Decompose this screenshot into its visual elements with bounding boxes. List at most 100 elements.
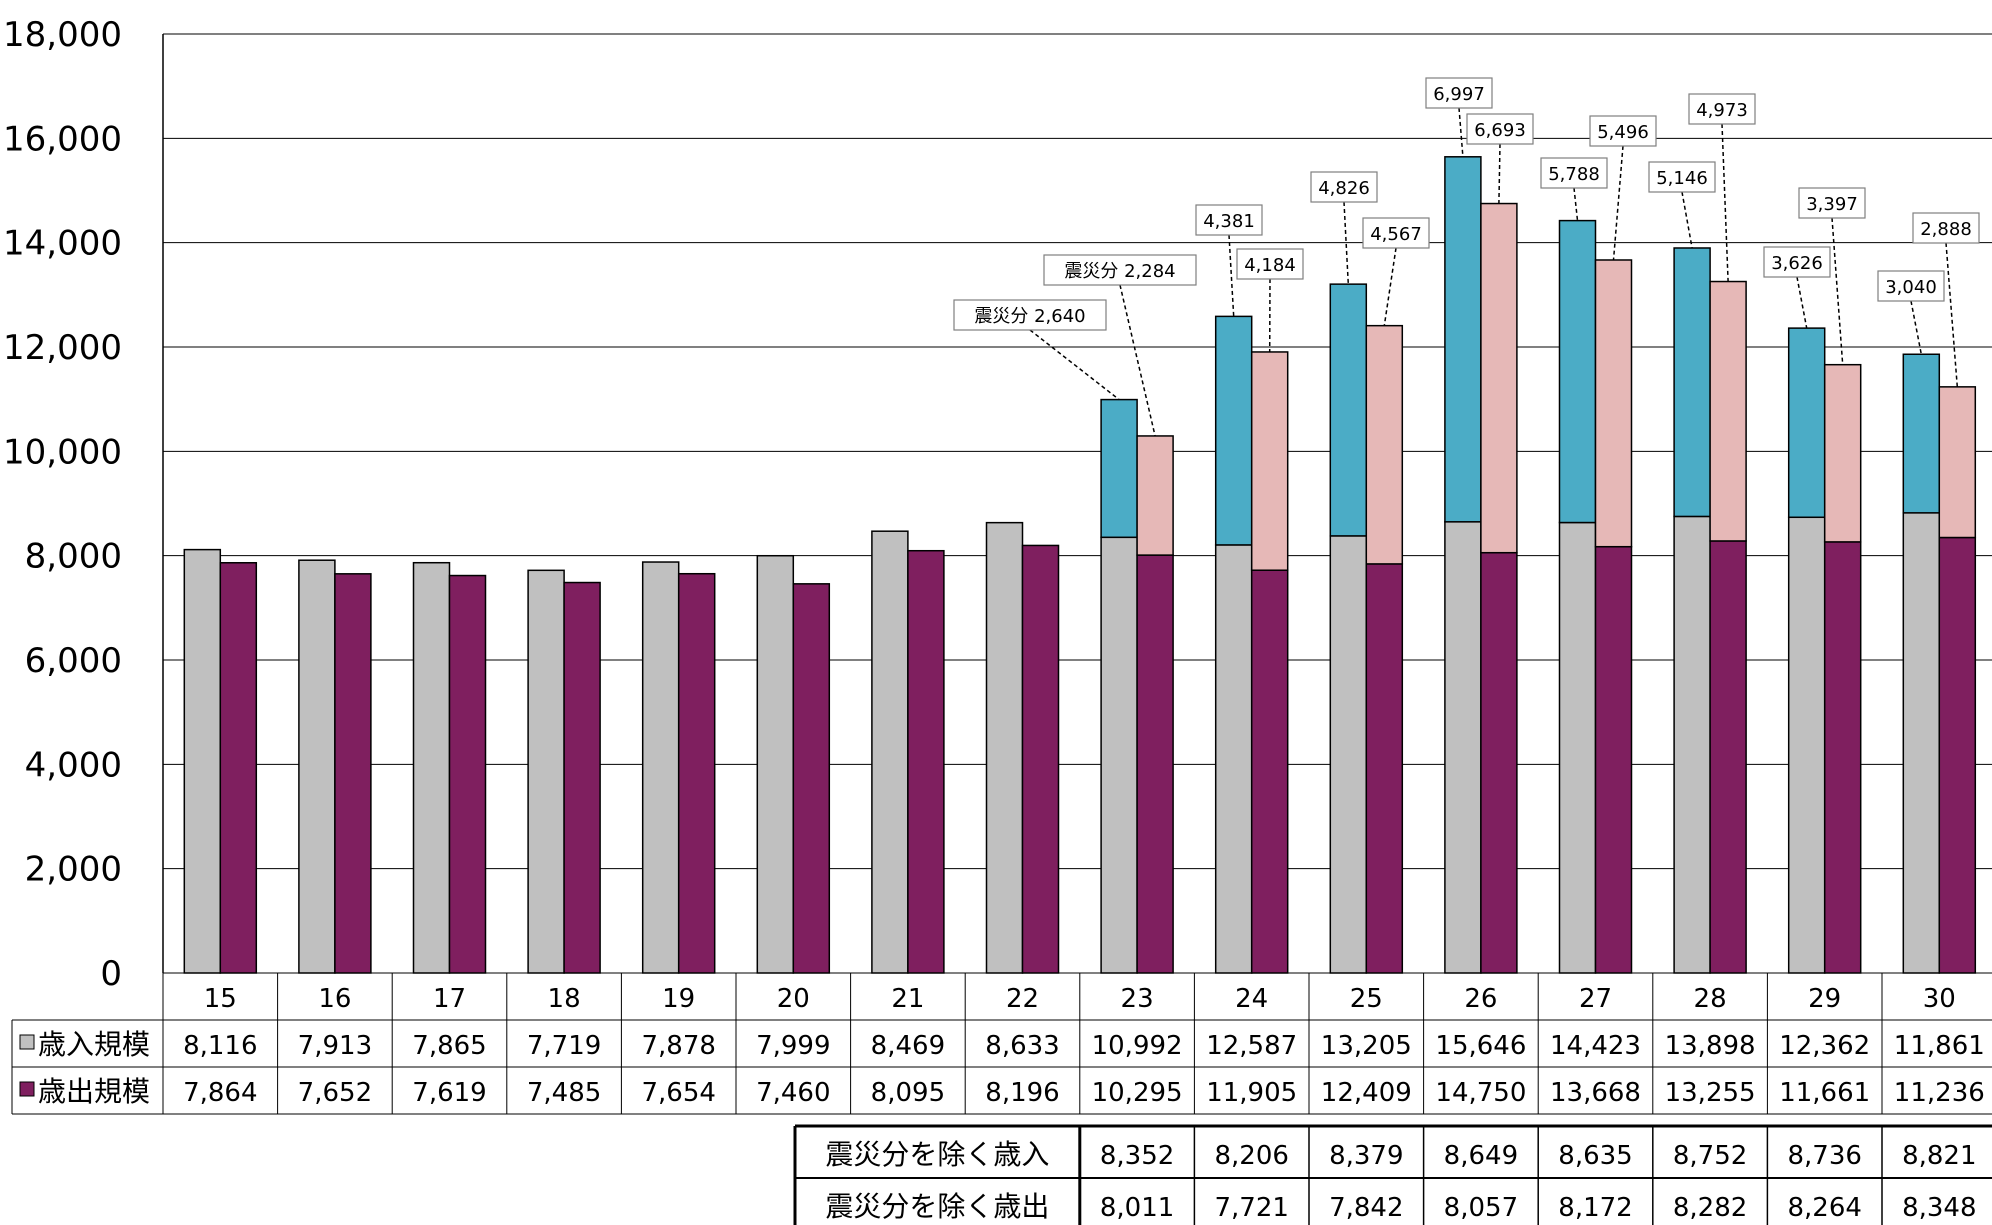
revenue-value: 7,913 <box>298 1031 372 1061</box>
revenue-value: 8,116 <box>183 1031 257 1061</box>
table2-value: 7,842 <box>1329 1193 1403 1223</box>
bar-expenditure-disaster <box>1594 259 1633 548</box>
callout-expenditure-leader <box>1498 143 1501 204</box>
callout-revenue-leader <box>1458 107 1464 157</box>
data-table: 15 8,116 7,864 16 7,913 7,652 17 7,865 7,619 18 7,… <box>11 972 1992 1115</box>
revenue-value: 7,865 <box>412 1031 486 1061</box>
expenditure-value: 11,236 <box>1894 1078 1985 1108</box>
expenditure-value: 12,409 <box>1321 1078 1412 1108</box>
bar-expenditure <box>1021 544 1060 974</box>
table2-value: 8,011 <box>1100 1193 1174 1223</box>
bar-revenue-base <box>1902 512 1941 974</box>
callout-revenue-leader <box>1228 234 1235 317</box>
bar-revenue <box>871 530 909 974</box>
x-tick-label: 26 <box>1464 984 1497 1014</box>
bar-revenue-disaster <box>1100 398 1138 539</box>
revenue-value: 7,719 <box>527 1031 601 1061</box>
revenue-value: 12,362 <box>1779 1031 1870 1061</box>
bar-revenue-disaster <box>1558 219 1597 524</box>
legend-key-revenue <box>19 1034 35 1050</box>
callout-expenditure-label: 2,888 <box>1920 219 1972 240</box>
callout-revenue-label: 5,788 <box>1548 164 1600 185</box>
callout-expenditure-label: 4,567 <box>1370 224 1422 245</box>
disaster-callouts: 震災分 2,640 震災分 2,284 4,381 4,184 4,826 4,567 6,… <box>953 77 1980 437</box>
callout-expenditure-box <box>1798 187 1866 219</box>
callout-expenditure-label: 4,184 <box>1244 255 1296 276</box>
x-tick-label: 15 <box>204 984 237 1014</box>
bar-expenditure-disaster <box>1250 351 1289 571</box>
revenue-value: 7,999 <box>756 1031 830 1061</box>
expenditure-value: 7,864 <box>183 1078 257 1108</box>
bar-revenue <box>183 548 222 974</box>
x-tick-label: 16 <box>318 984 351 1014</box>
bar-expenditure-base <box>1823 541 1862 974</box>
table2-value: 8,649 <box>1444 1141 1518 1171</box>
callout-expenditure-label: 震災分 2,284 <box>1064 261 1175 282</box>
bar-revenue <box>985 521 1024 974</box>
bar-expenditure-base <box>1709 540 1747 974</box>
bar-expenditure-base <box>1938 536 1977 974</box>
x-tick-label: 24 <box>1235 984 1268 1014</box>
bar-revenue-disaster <box>1444 156 1482 523</box>
callout-expenditure-label: 3,397 <box>1806 194 1858 215</box>
bar-expenditure-base <box>1250 569 1289 974</box>
x-tick-label: 29 <box>1808 984 1841 1014</box>
callout-expenditure-label: 6,693 <box>1474 120 1526 141</box>
expenditure-value: 14,750 <box>1435 1078 1526 1108</box>
table2-value: 8,821 <box>1902 1141 1976 1171</box>
table2-value: 8,172 <box>1558 1193 1632 1223</box>
callout-revenue-box <box>1195 204 1263 236</box>
table2-value: 8,282 <box>1673 1193 1747 1223</box>
bar-expenditure <box>907 549 945 974</box>
y-tick-label: 0 <box>100 954 122 994</box>
x-tick-label: 21 <box>891 984 924 1014</box>
expenditure-value: 7,652 <box>298 1078 372 1108</box>
callout-expenditure-box <box>1912 212 1980 244</box>
callout-revenue-label: 6,997 <box>1433 84 1485 105</box>
bar-expenditure-disaster <box>1823 363 1862 543</box>
table2-value: 8,352 <box>1100 1141 1174 1171</box>
bar-expenditure-disaster <box>1938 386 1977 539</box>
callout-revenue-box <box>1877 270 1945 302</box>
bar-expenditure <box>677 572 716 974</box>
bar-revenue-base <box>1558 521 1597 974</box>
expenditure-value: 13,255 <box>1665 1078 1756 1108</box>
callout-revenue-label: 4,381 <box>1203 211 1255 232</box>
y-tick-label: 14,000 <box>3 224 122 264</box>
expenditure-value: 11,905 <box>1206 1078 1297 1108</box>
revenue-value: 13,898 <box>1665 1031 1756 1061</box>
revenue-value: 14,423 <box>1550 1031 1641 1061</box>
callout-revenue-box <box>1763 246 1831 278</box>
bar-revenue-disaster <box>1214 315 1253 546</box>
callout-expenditure-leader <box>1119 284 1156 437</box>
bar-revenue-base <box>1214 544 1253 974</box>
x-tick-label: 30 <box>1923 984 1956 1014</box>
table2-value: 8,379 <box>1329 1141 1403 1171</box>
x-tick-label: 20 <box>777 984 810 1014</box>
revenue-value: 12,587 <box>1206 1031 1297 1061</box>
revenue-value: 8,633 <box>985 1031 1059 1061</box>
legend-key-expenditure <box>19 1081 35 1097</box>
bar-expenditure-disaster <box>1365 324 1404 565</box>
bar-revenue-base <box>1787 516 1826 974</box>
legend-label-revenue: 歳入規模 <box>38 1028 150 1061</box>
callout-expenditure-label: 5,496 <box>1597 122 1649 143</box>
y-tick-label: 8,000 <box>25 537 122 577</box>
bar-revenue-base <box>1444 521 1482 974</box>
expenditure-value: 8,095 <box>871 1078 945 1108</box>
callout-expenditure-leader <box>1721 123 1729 282</box>
x-tick-label: 22 <box>1006 984 1039 1014</box>
callout-expenditure-leader <box>1383 247 1397 326</box>
callout-expenditure-box <box>1589 115 1657 147</box>
callout-revenue-leader <box>1681 191 1693 249</box>
x-tick-label: 17 <box>433 984 466 1014</box>
table2-row-label: 震災分を除く歳入 <box>825 1138 1049 1171</box>
expenditure-value: 13,668 <box>1550 1078 1641 1108</box>
callout-expenditure-box <box>1688 93 1756 125</box>
revenue-value: 11,861 <box>1894 1031 1985 1061</box>
revenue-value: 13,205 <box>1321 1031 1412 1061</box>
table2-value: 8,264 <box>1787 1193 1861 1223</box>
revenue-value: 15,646 <box>1435 1031 1526 1061</box>
bar-revenue-base <box>1100 536 1138 974</box>
expenditure-value: 7,485 <box>527 1078 601 1108</box>
